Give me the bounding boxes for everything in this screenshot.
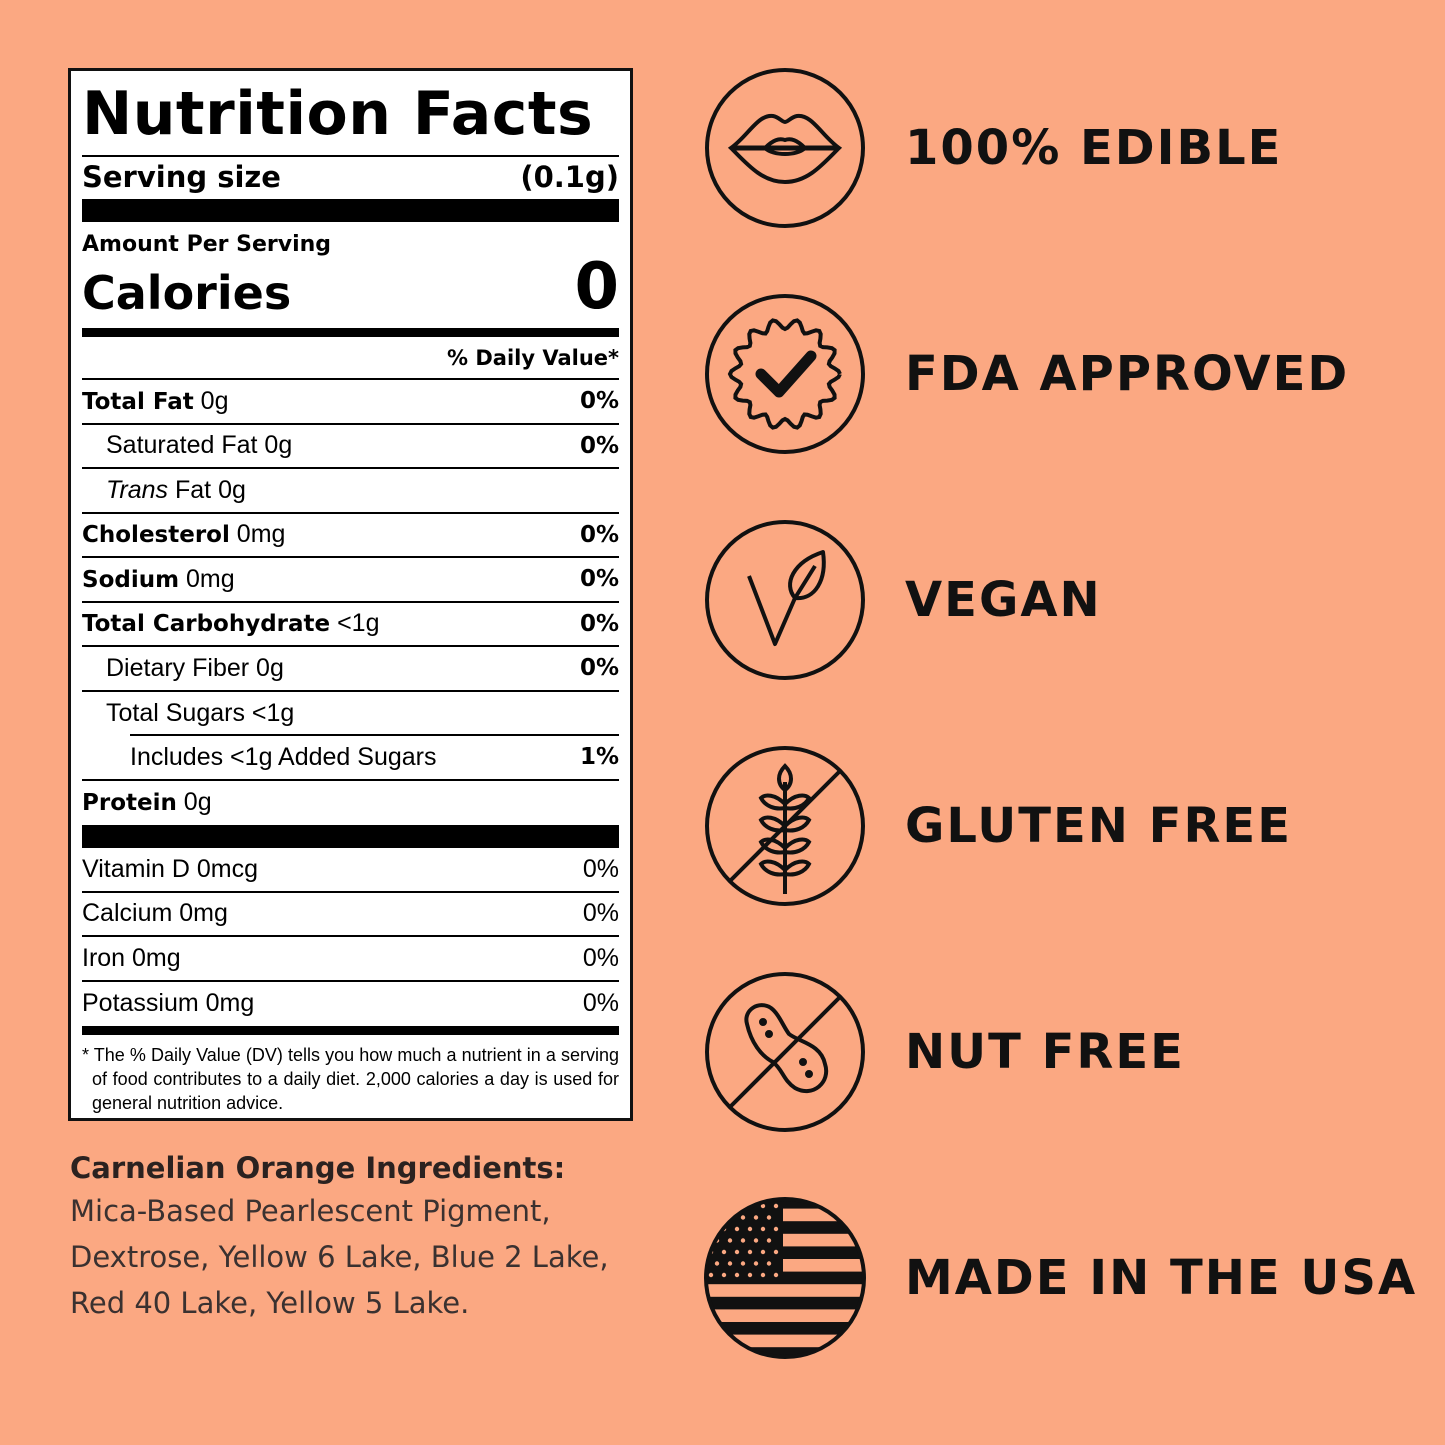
flag-star bbox=[773, 1226, 779, 1232]
flag-star bbox=[734, 1272, 740, 1278]
claim-gluten-free: GLUTEN FREE bbox=[703, 744, 1423, 908]
lips-icon bbox=[705, 68, 865, 228]
nutrient-row: Includes <1g Added Sugars 1% bbox=[82, 736, 619, 781]
flag-star bbox=[721, 1203, 727, 1209]
flag-stripe bbox=[705, 1322, 865, 1335]
flag-star bbox=[727, 1238, 733, 1243]
serving-size: Serving size (0.1g) bbox=[82, 157, 619, 199]
peanut-crossed-icon bbox=[705, 972, 865, 1132]
nutrient-row: Protein 0g bbox=[82, 788, 212, 817]
claim-edible: 100% EDIBLE bbox=[703, 66, 1423, 230]
ingredients: Carnelian Orange Ingredients: Mica-Based… bbox=[70, 1148, 640, 1326]
divider-thick bbox=[82, 825, 619, 848]
badge-check-icon bbox=[705, 294, 865, 454]
flag-star bbox=[708, 1226, 714, 1232]
flag-star bbox=[766, 1261, 772, 1266]
calories-label: Calories bbox=[82, 266, 292, 320]
serving-value: (0.1g) bbox=[520, 160, 619, 194]
vitamin-row: Iron 0mg 0% bbox=[82, 937, 619, 982]
flag-star bbox=[734, 1203, 740, 1209]
calories-row: Calories 0 bbox=[82, 254, 619, 320]
flag-star bbox=[740, 1261, 746, 1266]
flag-star bbox=[773, 1249, 779, 1255]
flag-star bbox=[734, 1226, 740, 1232]
vitamin-row: Potassium 0mg 0% bbox=[82, 989, 619, 1018]
flag-star bbox=[714, 1215, 720, 1220]
flag-star bbox=[740, 1215, 746, 1220]
flag-star bbox=[760, 1272, 766, 1278]
ingredients-line: Red 40 Lake, Yellow 5 Lake. bbox=[70, 1286, 470, 1320]
nutrient-row: Sodium 0mg 0% bbox=[82, 558, 619, 603]
divider-medium bbox=[82, 328, 619, 337]
claim-label: NUT FREE bbox=[905, 1024, 1185, 1080]
leaf-icon bbox=[705, 520, 865, 680]
nutrient-row: Trans Fat 0g bbox=[82, 469, 619, 514]
flag-star bbox=[727, 1261, 733, 1266]
flag-star bbox=[760, 1226, 766, 1232]
nutrition-facts-label: Nutrition Facts Serving size (0.1g) Amou… bbox=[68, 68, 633, 1121]
flag-star bbox=[766, 1215, 772, 1220]
flag-star bbox=[708, 1272, 714, 1278]
nutrient-row: Cholesterol 0mg 0% bbox=[82, 514, 619, 558]
flag-star bbox=[773, 1272, 779, 1278]
claim-label: GLUTEN FREE bbox=[905, 798, 1292, 854]
nutrient-row: Saturated Fat 0g 0% bbox=[82, 425, 619, 469]
nutrient-row: Total Fat 0g 0% bbox=[82, 380, 619, 425]
claim-label: MADE IN THE USA bbox=[905, 1250, 1418, 1306]
us-flag-icon bbox=[704, 1197, 866, 1359]
flag-star bbox=[766, 1238, 772, 1243]
footnote: * The % Daily Value (DV) tells you how m… bbox=[82, 1045, 619, 1113]
flag-stripe bbox=[705, 1296, 865, 1310]
serving-label: Serving size bbox=[82, 160, 281, 194]
ingredients-heading: Carnelian Orange Ingredients: bbox=[70, 1151, 566, 1185]
flag-star bbox=[747, 1226, 753, 1232]
flag-star bbox=[714, 1261, 720, 1266]
wheat-crossed-icon bbox=[705, 746, 865, 906]
flag-star bbox=[760, 1249, 766, 1255]
flag-star bbox=[773, 1203, 779, 1209]
flag-star bbox=[740, 1238, 746, 1243]
claim-label: VEGAN bbox=[905, 572, 1102, 628]
flag-star bbox=[753, 1215, 759, 1220]
flag-star bbox=[747, 1249, 753, 1255]
flag-star bbox=[760, 1203, 766, 1209]
divider-thick bbox=[82, 199, 619, 222]
claim-made-in-usa: MADE IN THE USA bbox=[703, 1196, 1423, 1360]
claim-fda: FDA APPROVED bbox=[703, 292, 1423, 456]
claim-nut-free: NUT FREE bbox=[703, 970, 1423, 1134]
flag-stripe bbox=[705, 1347, 865, 1358]
flag-star bbox=[721, 1272, 727, 1278]
claim-label: FDA APPROVED bbox=[905, 346, 1350, 402]
flag-star bbox=[747, 1272, 753, 1278]
flag-star bbox=[753, 1261, 759, 1266]
ingredients-line: Dextrose, Yellow 6 Lake, Blue 2 Lake, bbox=[70, 1240, 609, 1274]
nutrient-row: Total Carbohydrate <1g 0% bbox=[82, 603, 619, 647]
calories-value: 0 bbox=[574, 250, 619, 324]
flag-star bbox=[721, 1249, 727, 1255]
ingredients-line: Mica-Based Pearlescent Pigment, bbox=[70, 1194, 551, 1228]
amount-per-serving: Amount Per Serving bbox=[82, 232, 332, 257]
flag-stripe bbox=[705, 1198, 865, 1209]
label-title: Nutrition Facts bbox=[82, 73, 619, 157]
flag-star bbox=[708, 1203, 714, 1209]
nutrient-row: Dietary Fiber 0g 0% bbox=[82, 647, 619, 692]
claim-label: 100% EDIBLE bbox=[905, 120, 1283, 176]
vitamin-row: Calcium 0mg 0% bbox=[82, 893, 619, 937]
flag-star bbox=[753, 1238, 759, 1243]
daily-value-header: % Daily Value* bbox=[82, 337, 619, 380]
claim-vegan: VEGAN bbox=[703, 518, 1423, 682]
nutrient-row: Total Sugars <1g bbox=[82, 692, 619, 736]
vitamin-row: Vitamin D 0mcg 0% bbox=[82, 848, 619, 893]
flag-star bbox=[734, 1249, 740, 1255]
divider-medium bbox=[82, 1026, 619, 1035]
